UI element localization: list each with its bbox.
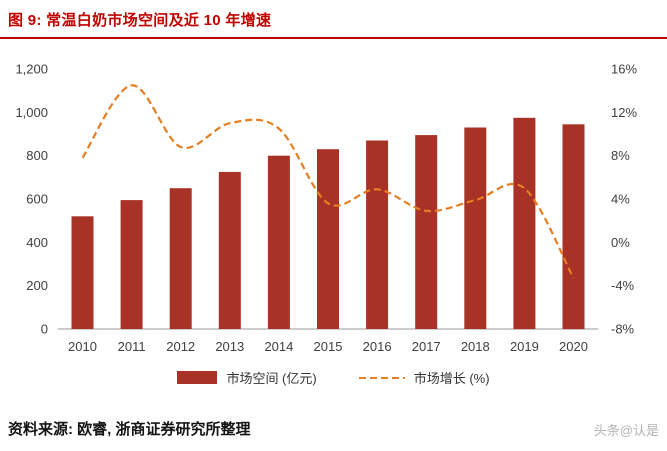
x-axis-label: 2011 bbox=[118, 339, 146, 354]
bar-2015 bbox=[317, 149, 339, 329]
bar-legend-label: 市场空间 (亿元) bbox=[226, 371, 317, 386]
bar-2012 bbox=[169, 188, 192, 329]
right-axis-tick: 8% bbox=[611, 148, 630, 163]
bar-2016 bbox=[366, 140, 389, 329]
figure-header: 图 9: 常温白奶市场空间及近 10 年增速 bbox=[0, 0, 667, 30]
x-axis-label: 2013 bbox=[215, 339, 244, 354]
legend-item-bar: 市场空间 (亿元) bbox=[177, 368, 317, 387]
bar-legend-swatch bbox=[177, 371, 218, 384]
line-legend-swatch bbox=[358, 376, 405, 379]
bar-2017 bbox=[415, 135, 438, 329]
legend-item-line: 市场增长 (%) bbox=[358, 368, 490, 387]
left-axis-tick: 1,000 bbox=[15, 105, 48, 120]
watermark: 头条@认是 bbox=[593, 423, 659, 438]
growth-line bbox=[81, 84, 575, 279]
bar-2020 bbox=[562, 124, 585, 330]
left-axis-tick: 600 bbox=[26, 192, 48, 207]
x-axis-label: 2014 bbox=[264, 339, 293, 354]
left-axis-tick: 800 bbox=[26, 148, 48, 163]
right-axis-tick: -4% bbox=[611, 278, 635, 293]
bar-2010 bbox=[71, 216, 94, 329]
right-axis-tick: 12% bbox=[611, 105, 637, 120]
bar-2014 bbox=[267, 155, 290, 329]
bar-2018 bbox=[464, 127, 487, 329]
chart-area: 0 200 400 600 800 1,000 1,200 -8% -4% 0% 4% 8% 12% 16… bbox=[0, 43, 667, 387]
figure-footer: 资料来源: 欧睿, 浙商证券研究所整理 头条@认是 bbox=[0, 418, 667, 451]
figure-title: 图 9: 常温白奶市场空间及近 10 年增速 bbox=[8, 12, 272, 29]
right-axis-tick: -8% bbox=[611, 322, 635, 337]
right-axis-tick: 4% bbox=[611, 192, 630, 207]
title-underline bbox=[0, 37, 667, 39]
line-legend-label: 市场增长 (%) bbox=[413, 371, 490, 386]
left-axis-tick: 400 bbox=[26, 235, 48, 250]
left-axis-tick: 200 bbox=[26, 278, 48, 293]
combo-chart: 0 200 400 600 800 1,000 1,200 -8% -4% 0% 4% 8% 12% 16… bbox=[15, 62, 637, 355]
right-axis-tick: 0% bbox=[611, 235, 630, 250]
left-axis-tick: 1,200 bbox=[15, 62, 48, 77]
x-axis-label: 2010 bbox=[68, 339, 97, 354]
bar-2013 bbox=[218, 171, 241, 329]
x-axis-label: 2016 bbox=[363, 339, 392, 354]
left-axis-tick: 0 bbox=[41, 322, 48, 337]
bar-2011 bbox=[120, 200, 143, 329]
x-axis-label: 2015 bbox=[314, 339, 343, 354]
chart-legend: 市场空间 (亿元) 市场增长 (%) bbox=[0, 368, 667, 387]
x-axis-label: 2020 bbox=[559, 339, 588, 354]
x-axis-label: 2019 bbox=[510, 339, 539, 354]
right-axis-tick: 16% bbox=[611, 62, 637, 77]
bar-2019 bbox=[513, 117, 536, 330]
source-note: 资料来源: 欧睿, 浙商证券研究所整理 bbox=[8, 421, 251, 438]
x-axis-label: 2017 bbox=[412, 339, 441, 354]
x-axis-label: 2012 bbox=[166, 339, 195, 354]
x-axis-label: 2018 bbox=[461, 339, 490, 354]
